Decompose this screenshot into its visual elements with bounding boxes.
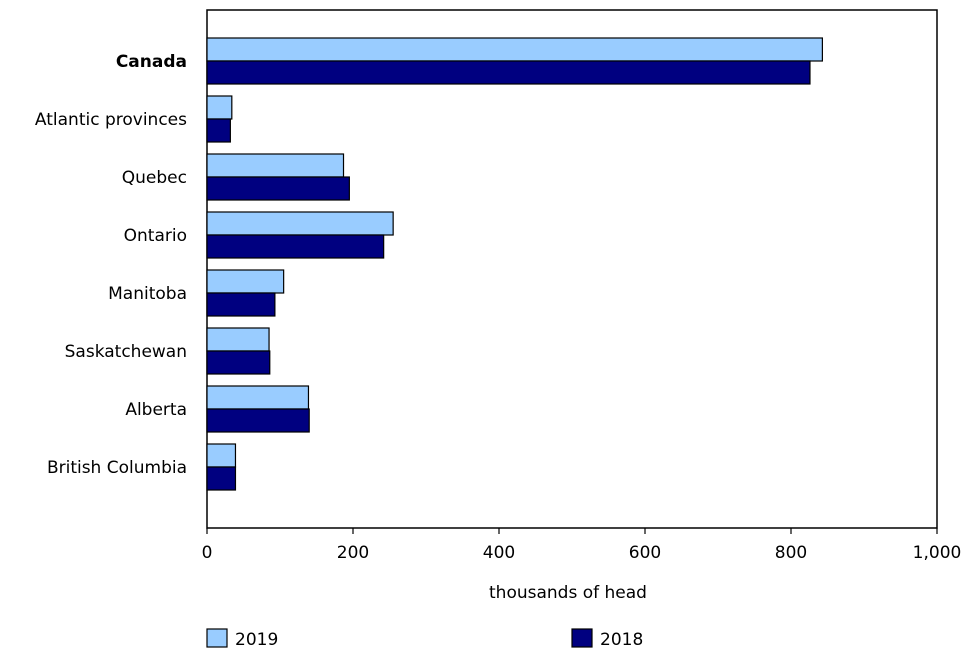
x-tick-label: 200 — [337, 543, 369, 563]
x-tick-label: 800 — [775, 543, 807, 563]
bar-2019-quebec — [206, 153, 345, 178]
bar-2019-saskatchewan — [206, 327, 270, 352]
x-tick-label: 400 — [483, 543, 515, 563]
bar-2018-alberta — [206, 408, 310, 433]
legend-swatch-2019 — [206, 628, 228, 648]
bar-2019-atlantic-provinces — [206, 95, 233, 120]
bar-2018-saskatchewan — [206, 350, 271, 375]
bar-2019-ontario — [206, 211, 394, 236]
x-tick-label: 0 — [202, 543, 213, 563]
bar-2018-ontario — [206, 234, 385, 259]
legend: 2019 2018 — [206, 628, 643, 650]
plot-area — [206, 9, 938, 529]
x-tick-label: 1,000 — [913, 543, 962, 563]
bar-2019-alberta — [206, 385, 310, 410]
x-axis-ticks: 0 200 400 600 800 1,000 — [202, 528, 962, 563]
bar-2018-canada — [206, 60, 811, 85]
category-label: Quebec — [122, 168, 187, 188]
category-label: Manitoba — [108, 284, 187, 304]
bar-2018-atlantic-provinces — [206, 118, 231, 143]
bar-2018-british-columbia — [206, 466, 237, 491]
bar-2019-manitoba — [206, 269, 285, 294]
category-label: Alberta — [125, 400, 187, 420]
category-labels: Canada Atlantic provinces Quebec Ontario Man… — [35, 52, 187, 478]
bar-2019-british-columbia — [206, 443, 237, 468]
bar-2018-manitoba — [206, 292, 276, 317]
legend-label-2019: 2019 — [235, 630, 278, 650]
x-axis-title: thousands of head — [489, 583, 647, 603]
category-label: Ontario — [124, 226, 187, 246]
category-label: Atlantic provinces — [35, 110, 187, 130]
legend-swatch-2018 — [571, 628, 593, 648]
category-label: Saskatchewan — [65, 342, 187, 362]
bar-2019-canada — [206, 37, 823, 62]
bars-group — [206, 37, 823, 491]
x-tick-label: 600 — [629, 543, 661, 563]
legend-label-2018: 2018 — [600, 630, 643, 650]
category-label: Canada — [116, 52, 187, 72]
category-label: British Columbia — [47, 458, 187, 478]
bar-2018-quebec — [206, 176, 350, 201]
